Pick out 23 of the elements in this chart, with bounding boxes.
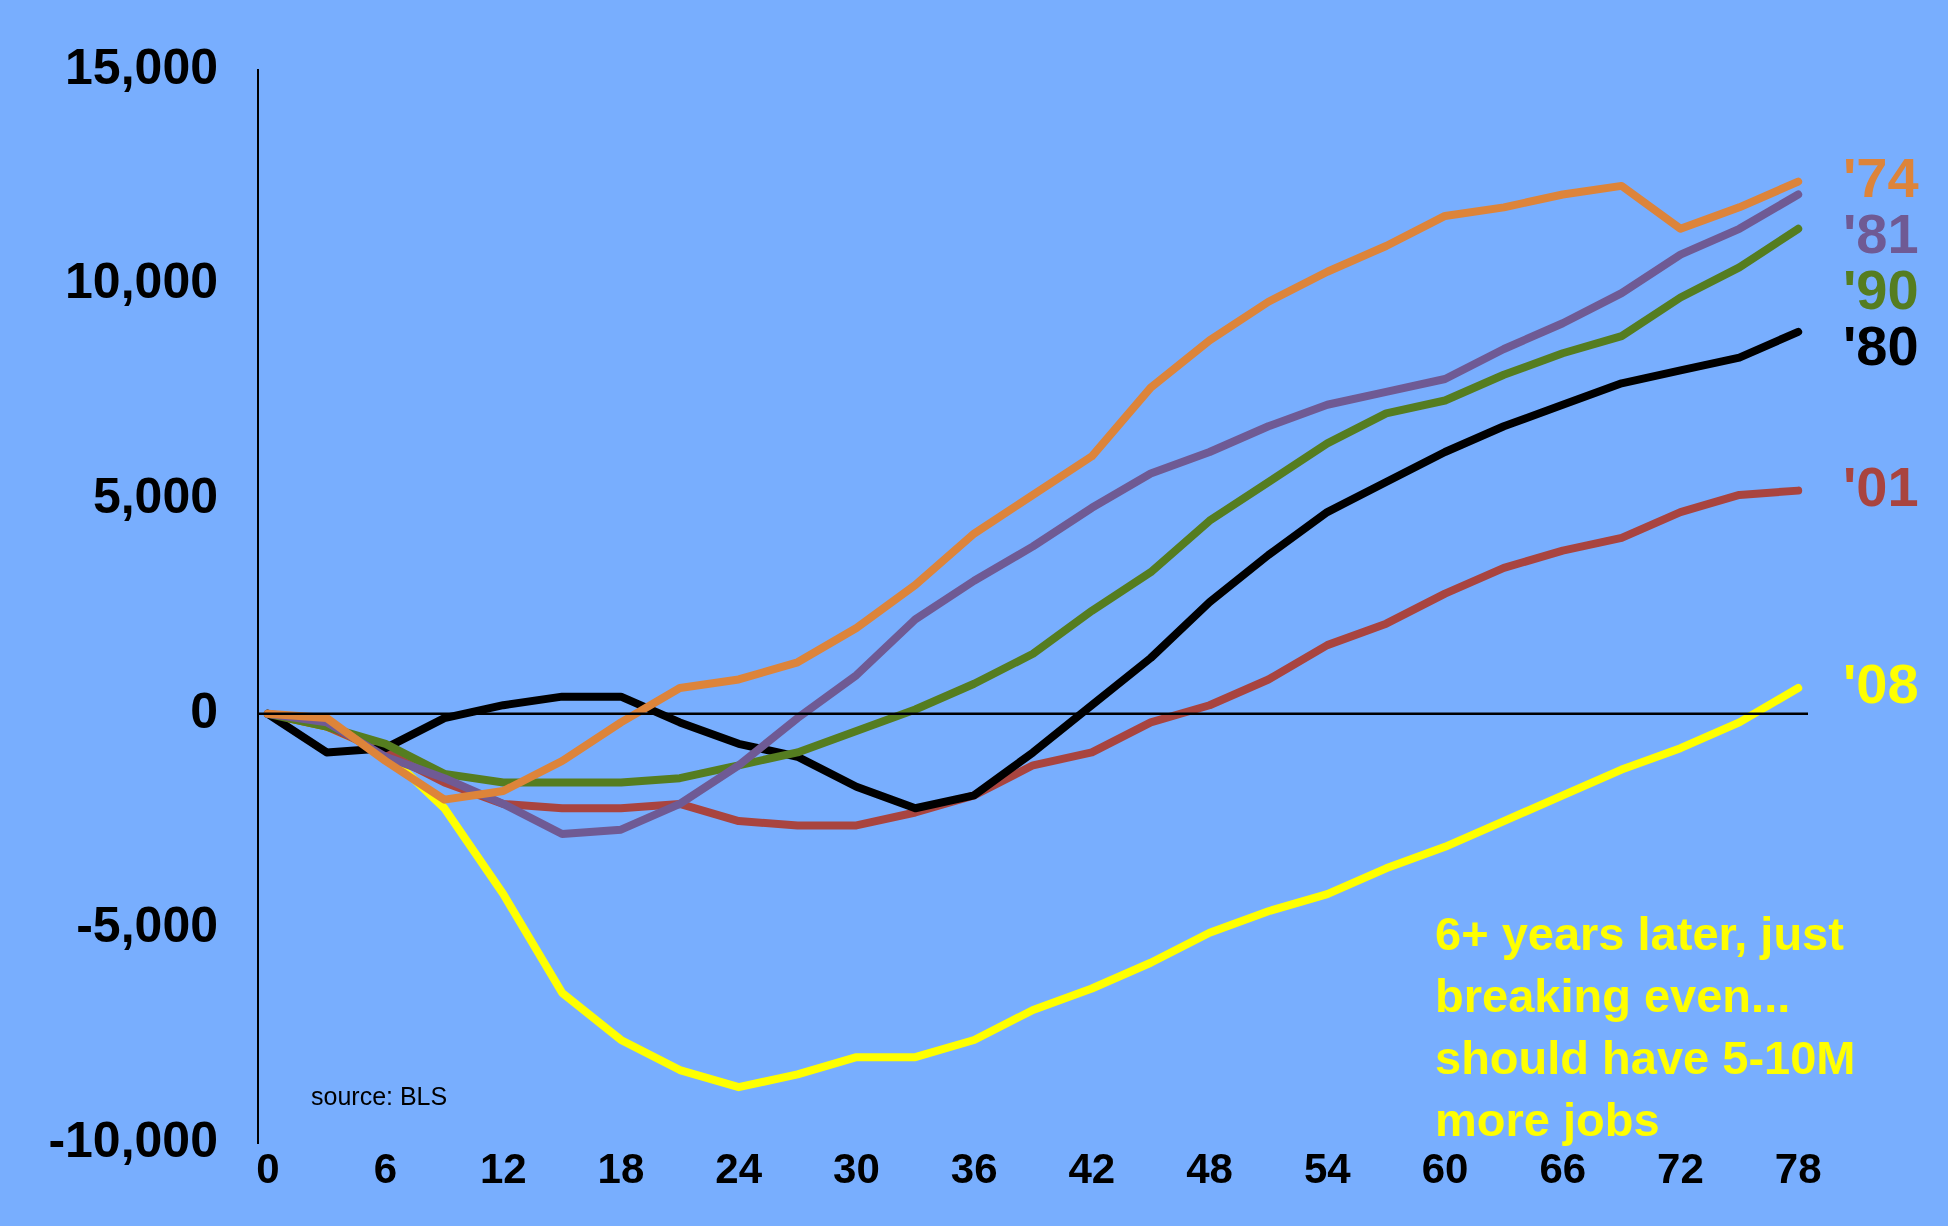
y-tick-label: 15,000: [65, 38, 218, 95]
y-tick-label: 0: [190, 682, 218, 739]
x-tick-label: 18: [597, 1144, 645, 1192]
y-tick-label: -10,000: [48, 1111, 218, 1168]
x-tick-label: 12: [479, 1144, 527, 1192]
x-tick-label: 42: [1068, 1144, 1116, 1192]
series-label: '08: [1843, 652, 1919, 716]
x-tick-label: 0: [256, 1144, 280, 1192]
x-tick-label: 60: [1421, 1144, 1469, 1192]
annotation: 6+ years later, just breaking even... should have 5-10M more jobs: [1435, 907, 1856, 1146]
x-tick-label: 48: [1186, 1144, 1233, 1192]
x-tick-label: 30: [833, 1144, 880, 1192]
series-label: '01: [1843, 455, 1919, 519]
x-tick-label: 78: [1774, 1144, 1822, 1192]
y-tick-label: 10,000: [65, 253, 218, 310]
y-tick-label: -5,000: [76, 897, 218, 954]
x-tick-label: 54: [1303, 1144, 1352, 1192]
y-tick-label: 5,000: [92, 467, 218, 524]
x-tick-label: 36: [950, 1144, 998, 1192]
x-tick-label: 24: [715, 1144, 763, 1192]
x-tick-label: 6: [373, 1144, 398, 1192]
annotation: source: BLS: [311, 1082, 448, 1110]
x-tick-label: 72: [1657, 1144, 1704, 1192]
